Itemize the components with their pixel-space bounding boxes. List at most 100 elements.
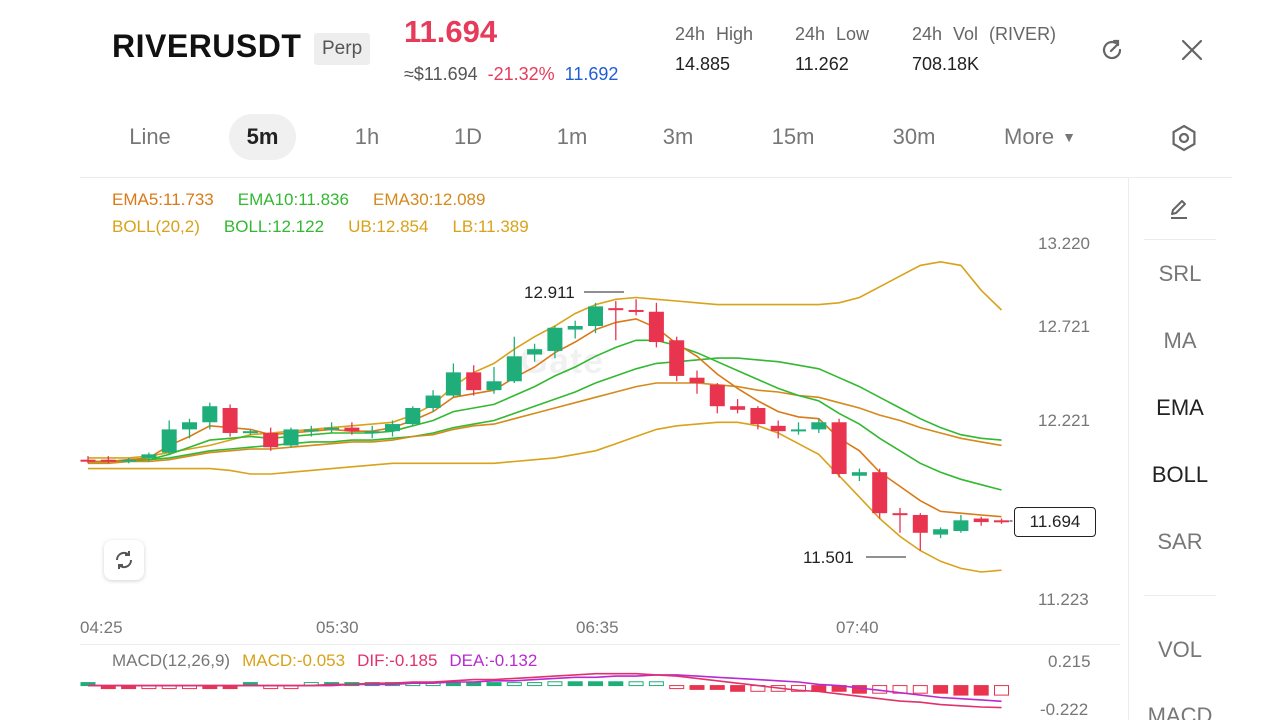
side-panel-divider — [1128, 178, 1129, 720]
tab-1d[interactable]: 1D — [453, 124, 483, 149]
high-marker-label: 12.911 — [524, 283, 575, 302]
macd-name: MACD(12,26,9) — [112, 651, 231, 670]
macd-histogram-bar — [953, 685, 969, 696]
more-menu[interactable]: More ▼ — [1004, 114, 1094, 160]
macd-y-tick-label: -0.222 — [1040, 700, 1089, 719]
macd-histogram-bar — [486, 682, 502, 687]
settings-icon[interactable] — [1166, 120, 1202, 156]
current-price-tag: 11.694 — [1014, 507, 1096, 537]
boll-legend: BOLL(20,2) BOLL:12.122 UB:12.854 LB:11.3… — [112, 217, 529, 237]
stat-value: 708.18K — [912, 54, 980, 74]
indicator-ema[interactable]: EMA — [1156, 395, 1204, 420]
candle-body — [912, 514, 928, 533]
candle-body — [222, 408, 238, 433]
indicator-srl[interactable]: SRL — [1158, 261, 1202, 286]
candle-body — [283, 429, 299, 446]
boll-mid-line — [88, 357, 1002, 463]
macd-histogram-bar — [527, 682, 543, 687]
candle-body — [506, 356, 522, 382]
indicator-boll[interactable]: BOLL — [1151, 462, 1209, 487]
boll-mid-value: BOLL:12.122 — [223, 217, 325, 236]
boll-name: BOLL(20,2) — [112, 217, 200, 236]
stat-label: 24h Vol (RIVER) — [912, 24, 1057, 44]
macd-histogram-bar — [628, 681, 644, 687]
pencil-icon[interactable] — [1164, 194, 1194, 224]
tab-30m[interactable]: 30m — [892, 124, 936, 149]
y-tick-label: 12.221 — [1038, 411, 1090, 430]
close-icon[interactable] — [1176, 34, 1208, 66]
indicator-ma[interactable]: MA — [1163, 328, 1197, 353]
macd-histogram-bar — [567, 681, 583, 687]
candle-body — [547, 327, 563, 351]
macd-histogram-bar — [648, 681, 664, 687]
indicator-macd[interactable]: MACD — [1147, 703, 1213, 720]
y-tick-label: 13.220 — [1038, 234, 1090, 253]
candle-body — [933, 529, 949, 535]
panel-divider — [80, 644, 1120, 645]
tab-line[interactable]: Line — [129, 124, 171, 149]
candle-body — [100, 459, 116, 462]
candle-body — [385, 424, 400, 432]
candle-body — [445, 372, 461, 396]
candle-body — [567, 326, 583, 330]
x-tick-label: 06:35 — [576, 618, 619, 637]
chart-mode-button[interactable] — [104, 540, 144, 580]
tab-15m[interactable]: 15m — [771, 124, 815, 149]
tab-1h[interactable]: 1h — [354, 124, 380, 149]
candle-body — [405, 408, 421, 425]
stat-value: 14.885 — [675, 54, 731, 74]
ema10-line — [88, 339, 1002, 491]
candle-body — [608, 308, 624, 311]
macd-histogram-bar — [547, 681, 563, 687]
tab-1m[interactable]: 1m — [556, 124, 588, 149]
candle-body — [730, 406, 746, 410]
macd-histogram-bar — [588, 681, 603, 687]
candlestick-chart[interactable] — [0, 0, 1128, 720]
macd-histogram-bar — [506, 682, 522, 687]
candle-body — [709, 384, 725, 407]
x-tick-label: 05:30 — [316, 618, 359, 637]
stat-24h-low: 24h Low 11.262 — [795, 24, 869, 75]
indicator-vol[interactable]: VOL — [1157, 637, 1203, 662]
macd-histogram-bar — [730, 685, 746, 692]
refresh-icon[interactable] — [1096, 34, 1128, 66]
indicator-sar[interactable]: SAR — [1157, 529, 1203, 554]
ema5-line — [88, 318, 1002, 518]
tab-3m[interactable]: 3m — [662, 124, 694, 149]
candle-body — [851, 472, 867, 476]
candle-body — [324, 427, 340, 430]
candle-body — [242, 431, 258, 434]
candle-body — [689, 377, 705, 384]
tab-5m[interactable]: 5m — [229, 114, 296, 160]
macd-y-tick-label: 0.215 — [1048, 652, 1091, 671]
candle-body — [628, 309, 644, 312]
macd-histogram-bar — [669, 685, 685, 690]
candle-body — [303, 429, 319, 432]
stat-label: 24h High — [675, 24, 754, 44]
candle-body — [872, 472, 888, 514]
candle-body — [466, 372, 482, 391]
candle-body — [527, 349, 543, 355]
caret-down-icon: ▼ — [1062, 129, 1076, 145]
boll-lower-line — [88, 421, 1002, 573]
ema30-value: EMA30:12.089 — [372, 190, 486, 209]
toolbar-divider — [80, 177, 1232, 178]
candle-body — [831, 422, 847, 474]
boll-upper-value: UB:12.854 — [348, 217, 429, 236]
macd-histogram-bar — [973, 685, 989, 696]
y-tick-label: 12.721 — [1038, 317, 1090, 336]
stat-24h-volume: 24h Vol (RIVER) 708.18K — [912, 24, 1056, 75]
symbol-title: RIVERUSDT — [112, 28, 302, 64]
ema30-line — [88, 382, 1002, 465]
candle-body — [669, 340, 685, 376]
candle-body — [994, 520, 1009, 523]
side-divider — [1144, 595, 1216, 596]
macd-histogram-bar — [608, 681, 624, 687]
macd-histogram-bar — [933, 685, 949, 694]
low-marker-label: 11.501 — [803, 548, 854, 567]
more-label: More — [1004, 124, 1055, 149]
candle-body — [973, 518, 989, 523]
candle-body — [811, 422, 827, 430]
candle-body — [364, 431, 380, 434]
